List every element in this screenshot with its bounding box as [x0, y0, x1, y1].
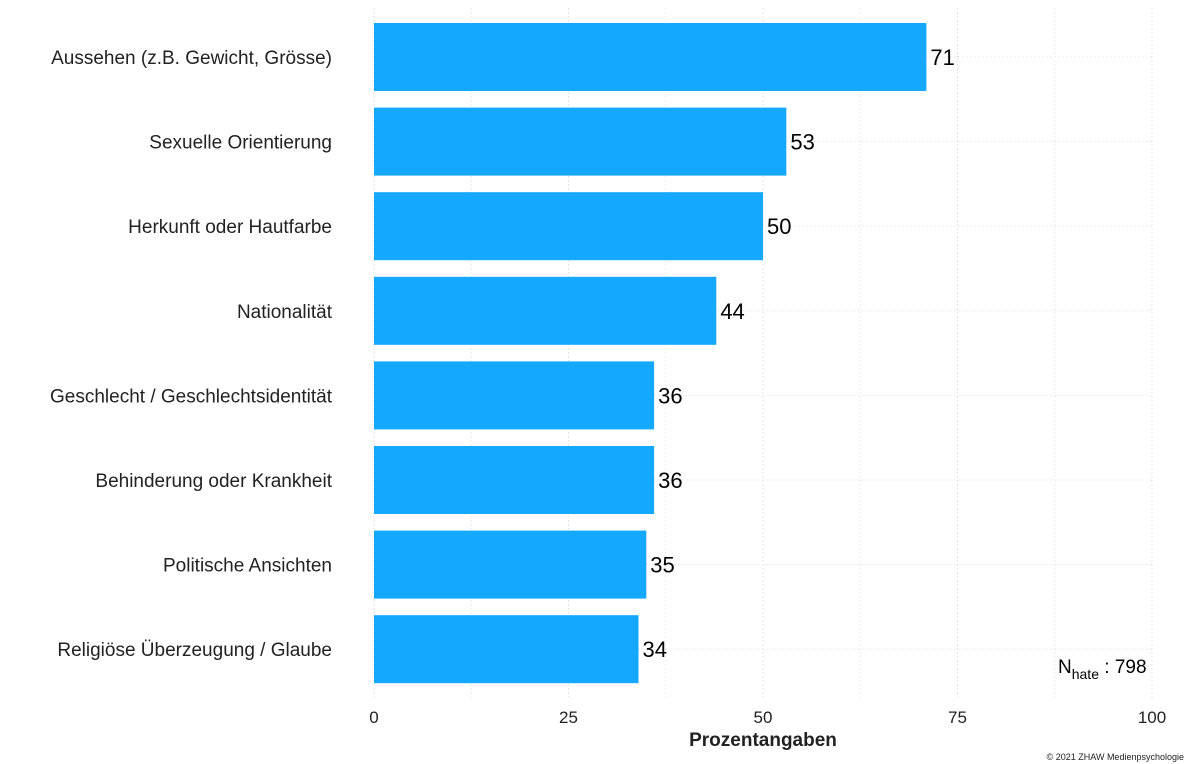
bar-3 [374, 276, 717, 345]
value-label-2: 50 [767, 214, 791, 239]
category-label-5: Behinderung oder Krankheit [95, 471, 332, 492]
x-tick-label-0: 0 [369, 708, 378, 727]
value-label-3: 44 [720, 299, 744, 324]
value-label-6: 35 [650, 553, 674, 578]
category-labels: Aussehen (z.B. Gewicht, Grösse) Sexuelle … [50, 48, 333, 661]
value-label-1: 53 [790, 130, 814, 155]
category-label-0: Aussehen (z.B. Gewicht, Grösse) [51, 48, 332, 69]
sample-size-prefix: N [1058, 657, 1072, 678]
bar-5 [374, 446, 655, 514]
bar-4 [374, 361, 655, 430]
x-tick-label-4: 100 [1138, 708, 1166, 727]
sample-size-value: : 798 [1099, 657, 1147, 678]
copyright-note: © 2021 ZHAW Medienpsychologie [1047, 752, 1184, 762]
x-tick-label-2: 50 [754, 708, 773, 727]
bar-0 [374, 23, 927, 91]
sample-size-note: Nhate : 798 [1058, 657, 1147, 682]
value-labels: 71 53 50 44 36 36 35 34 [643, 45, 955, 662]
bars-group [374, 23, 927, 684]
bar-2 [374, 192, 763, 261]
category-label-6: Politische Ansichten [163, 556, 332, 577]
value-label-4: 36 [658, 383, 682, 408]
category-label-2: Herkunft oder Hautfarbe [128, 217, 332, 238]
x-tick-labels: 0 25 50 75 100 [369, 708, 1166, 727]
sample-size-subscript: hate [1072, 666, 1099, 682]
x-tick-label-3: 75 [948, 708, 967, 727]
value-label-7: 34 [643, 637, 667, 662]
bar-7 [374, 615, 639, 684]
x-axis-title: Prozentangaben [689, 730, 837, 751]
category-label-4: Geschlecht / Geschlechtsidentität [50, 386, 333, 407]
bar-1 [374, 107, 787, 176]
category-label-7: Religiöse Überzeugung / Glaube [57, 640, 332, 661]
category-label-3: Nationalität [237, 302, 333, 323]
x-tick-label-1: 25 [559, 708, 578, 727]
bar-6 [374, 530, 647, 599]
value-label-0: 71 [930, 45, 954, 70]
category-label-1: Sexuelle Orientierung [149, 133, 332, 154]
value-label-5: 36 [658, 468, 682, 493]
